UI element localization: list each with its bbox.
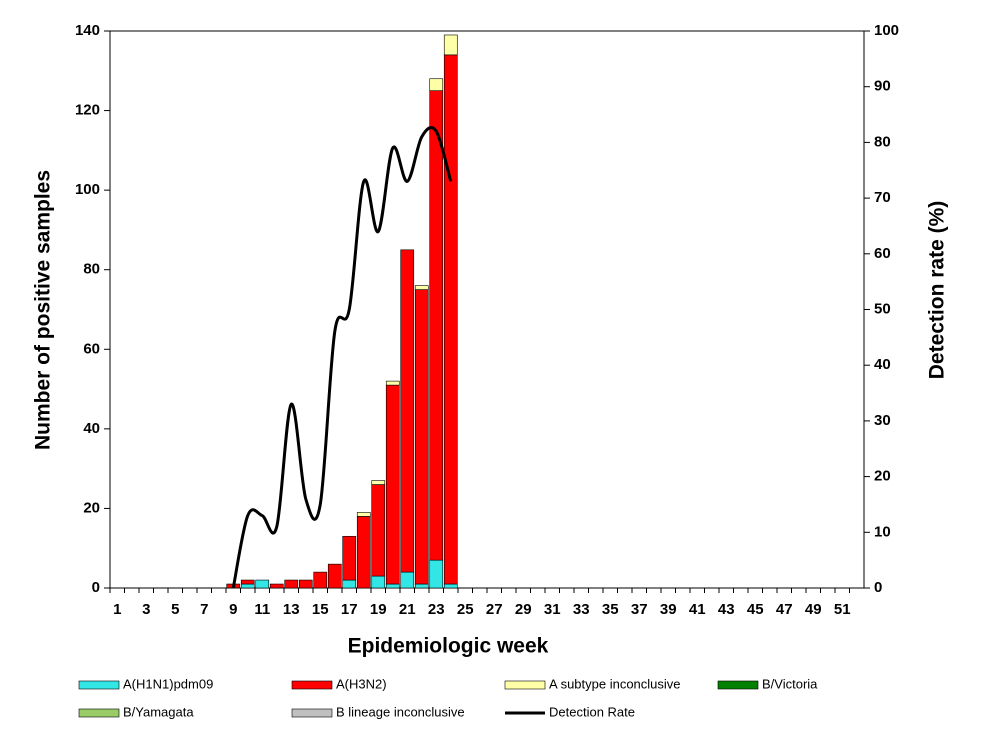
y2-tick-label: 100: [874, 22, 899, 39]
y2-tick-label: 50: [874, 300, 891, 317]
bar: [429, 559, 444, 589]
x-tick-label: 31: [544, 601, 561, 618]
bar: [313, 571, 328, 589]
x-tick-label: 45: [747, 601, 764, 618]
bar: [414, 285, 429, 290]
bar: [371, 480, 386, 485]
bar: [414, 289, 429, 585]
legend-label: B lineage inconclusive: [336, 704, 465, 719]
bar: [269, 583, 284, 589]
x-tick-label: 15: [312, 601, 329, 618]
y-tick-label: 40: [83, 420, 100, 437]
y2-tick-label: 60: [874, 245, 891, 262]
x-tick-label: 3: [142, 601, 150, 618]
y-tick-label: 80: [83, 261, 100, 278]
plot-frame: [109, 30, 865, 589]
bar: [327, 563, 342, 589]
x-tick-label: 19: [370, 601, 387, 618]
y2-tick-label: 40: [874, 356, 891, 373]
bar: [356, 516, 371, 589]
bar: [385, 583, 400, 589]
y2-axis-title: Detection rate (%): [926, 201, 949, 380]
x-tick-label: 7: [200, 601, 208, 618]
x-tick-label: 41: [689, 601, 706, 618]
x-tick-label: 11: [254, 601, 270, 618]
legend-swatch: [78, 708, 120, 718]
y-tick-label: 0: [92, 579, 100, 596]
bar: [443, 54, 458, 585]
bar: [255, 579, 270, 589]
x-tick-label: 1: [113, 601, 121, 618]
bar: [443, 583, 458, 589]
bar: [414, 583, 429, 589]
legend-swatch: [78, 680, 120, 690]
legend-label: B/Victoria: [762, 676, 818, 691]
legend-swatch: [504, 680, 546, 690]
bar: [298, 579, 313, 589]
bar: [371, 484, 386, 577]
y2-tick-label: 90: [874, 78, 891, 95]
legend-label: B/Yamagata: [123, 704, 194, 719]
y2-tick-label: 10: [874, 523, 891, 540]
legend-swatch: [717, 680, 759, 690]
bar: [385, 384, 400, 585]
bar: [371, 575, 386, 589]
x-tick-label: 33: [573, 601, 590, 618]
x-tick-label: 39: [660, 601, 677, 618]
x-tick-label: 27: [486, 601, 503, 618]
x-tick-label: 47: [776, 601, 793, 618]
y2-tick-label: 80: [874, 133, 891, 150]
x-tick-label: 49: [805, 601, 822, 618]
legend-swatch: [291, 680, 333, 690]
x-tick-label: 17: [341, 601, 358, 618]
bar: [240, 583, 255, 589]
y2-tick-label: 30: [874, 412, 891, 429]
x-tick-label: 5: [171, 601, 179, 618]
y2-tick-label: 0: [874, 579, 882, 596]
x-tick-label: 21: [399, 601, 416, 618]
legend-label: A subtype inconclusive: [549, 676, 681, 691]
legend-label: A(H3N2): [336, 676, 387, 691]
bar: [400, 571, 415, 589]
line: [231, 126, 453, 589]
y2-tick-label: 70: [874, 189, 891, 206]
bar: [385, 380, 400, 386]
y-tick-label: 140: [75, 22, 100, 39]
y-axis-title: Number of positive samples: [32, 170, 55, 450]
bar: [356, 512, 371, 517]
x-tick-label: 23: [428, 601, 445, 618]
x-tick-label: 35: [602, 601, 619, 618]
bar: [400, 249, 415, 573]
x-tick-label: 37: [631, 601, 648, 618]
y-tick-label: 60: [83, 340, 100, 357]
x-tick-label: 25: [457, 601, 474, 618]
bar: [429, 90, 444, 561]
y2-tick-label: 20: [874, 468, 891, 485]
x-axis-title: Epidemiologic week: [348, 635, 549, 658]
bar: [342, 579, 357, 589]
y-tick-label: 20: [83, 499, 100, 516]
x-tick-label: 29: [515, 601, 532, 618]
bar: [284, 579, 299, 589]
x-tick-label: 43: [718, 601, 735, 618]
x-tick-label: 51: [834, 601, 851, 618]
legend-label: Detection Rate: [549, 704, 635, 719]
y-tick-label: 120: [75, 102, 100, 119]
bar: [240, 579, 255, 585]
bar: [342, 535, 357, 581]
legend-label: A(H1N1)pdm09: [123, 676, 213, 691]
x-tick-label: 9: [229, 601, 237, 618]
bar: [429, 78, 444, 91]
y-tick-label: 100: [75, 181, 100, 198]
bar: [443, 34, 458, 56]
x-tick-label: 13: [283, 601, 300, 618]
legend-swatch: [291, 708, 333, 718]
